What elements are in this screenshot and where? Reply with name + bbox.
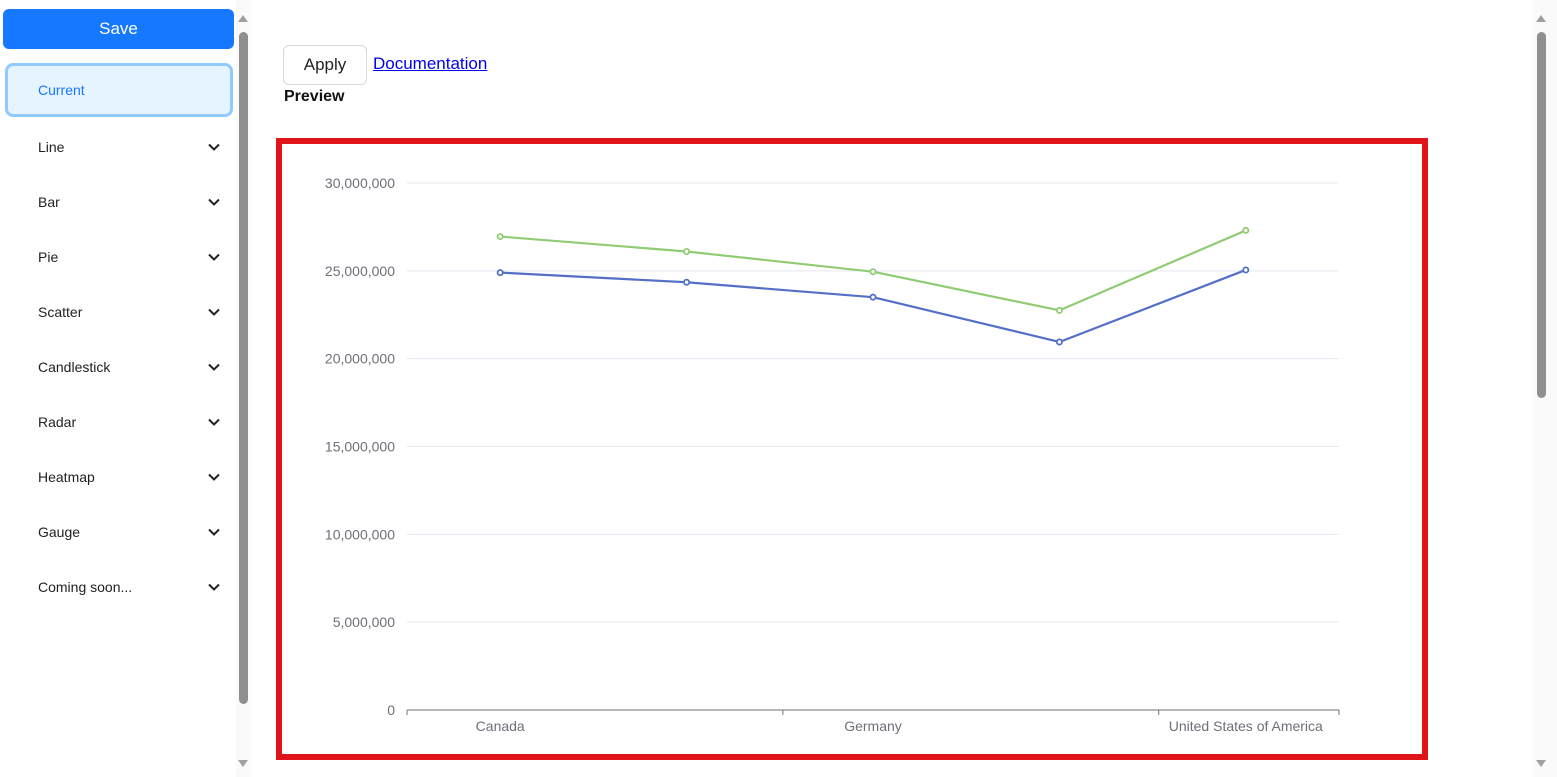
data-point bbox=[1242, 266, 1250, 274]
y-tick-label: 20,000,000 bbox=[325, 351, 395, 367]
chevron-down-icon bbox=[208, 528, 220, 536]
sidebar: Save Current Line Bar Pie Scatter Candle… bbox=[0, 0, 236, 777]
preview-heading: Preview bbox=[284, 88, 345, 105]
sidebar-item-label: Radar bbox=[38, 414, 77, 430]
sidebar-item-scatter[interactable]: Scatter bbox=[38, 297, 220, 327]
save-button[interactable]: Save bbox=[3, 9, 234, 49]
sidebar-item-current[interactable]: Current bbox=[5, 63, 233, 117]
sidebar-item-label: Candlestick bbox=[38, 359, 111, 375]
chevron-down-icon bbox=[208, 253, 220, 261]
main-scroll-up-icon[interactable] bbox=[1536, 15, 1546, 22]
sidebar-scrollbar-thumb[interactable] bbox=[239, 32, 248, 704]
data-point bbox=[869, 293, 877, 301]
chart-preview-frame: 0 5,000,000 10,000,000 15,000,000 20,000,000… bbox=[276, 138, 1428, 760]
sidebar-item-heatmap[interactable]: Heatmap bbox=[38, 462, 220, 492]
main-scroll-down-icon[interactable] bbox=[1536, 760, 1546, 767]
y-tick-label: 30,000,000 bbox=[325, 175, 395, 191]
y-tick-label: 15,000,000 bbox=[325, 439, 395, 455]
sidebar-item-candlestick[interactable]: Candlestick bbox=[38, 352, 220, 382]
sidebar-item-label: Scatter bbox=[38, 304, 83, 320]
sidebar-item-label: Bar bbox=[38, 194, 60, 210]
data-point bbox=[496, 269, 504, 277]
data-point bbox=[1055, 338, 1063, 346]
apply-button[interactable]: Apply bbox=[283, 45, 367, 85]
chevron-down-icon bbox=[208, 308, 220, 316]
y-tick-label: 25,000,000 bbox=[325, 263, 395, 279]
documentation-link[interactable]: Documentation bbox=[373, 54, 488, 73]
data-point bbox=[496, 233, 504, 241]
sidebar-item-bar[interactable]: Bar bbox=[38, 187, 220, 217]
data-point bbox=[869, 268, 877, 276]
sidebar-item-label: Line bbox=[38, 139, 65, 155]
sidebar-item-label: Gauge bbox=[38, 524, 81, 540]
chevron-down-icon bbox=[208, 198, 220, 206]
y-tick-label: 10,000,000 bbox=[325, 526, 395, 542]
sidebar-item-label: Pie bbox=[38, 249, 59, 265]
chevron-down-icon bbox=[208, 143, 220, 151]
data-point bbox=[1055, 306, 1063, 314]
chevron-down-icon bbox=[208, 418, 220, 426]
sidebar-item-label: Heatmap bbox=[38, 469, 95, 485]
data-point bbox=[683, 278, 691, 286]
chevron-down-icon bbox=[208, 363, 220, 371]
sidebar-item-line[interactable]: Line bbox=[38, 132, 220, 162]
data-point bbox=[1242, 226, 1250, 234]
y-tick-label: 0 bbox=[387, 702, 395, 718]
sidebar-scroll-up-icon[interactable] bbox=[238, 15, 248, 22]
sidebar-item-coming-soon[interactable]: Coming soon... bbox=[38, 572, 220, 602]
data-point bbox=[683, 248, 691, 256]
sidebar-item-gauge[interactable]: Gauge bbox=[38, 517, 220, 547]
sidebar-scroll-down-icon[interactable] bbox=[238, 760, 248, 767]
x-tick-label: Canada bbox=[476, 718, 525, 734]
x-tick-label: Germany bbox=[844, 718, 902, 734]
y-tick-label: 5,000,000 bbox=[333, 614, 395, 630]
main-scrollbar-thumb[interactable] bbox=[1537, 32, 1546, 398]
sidebar-item-radar[interactable]: Radar bbox=[38, 407, 220, 437]
chevron-down-icon bbox=[208, 473, 220, 481]
sidebar-item-pie[interactable]: Pie bbox=[38, 242, 220, 272]
x-tick-label: United States of America bbox=[1169, 718, 1323, 734]
series-line bbox=[500, 268, 1247, 344]
sidebar-item-label: Coming soon... bbox=[38, 579, 133, 595]
chevron-down-icon bbox=[208, 583, 220, 591]
line-chart: 0 5,000,000 10,000,000 15,000,000 20,000,000… bbox=[325, 175, 1340, 734]
